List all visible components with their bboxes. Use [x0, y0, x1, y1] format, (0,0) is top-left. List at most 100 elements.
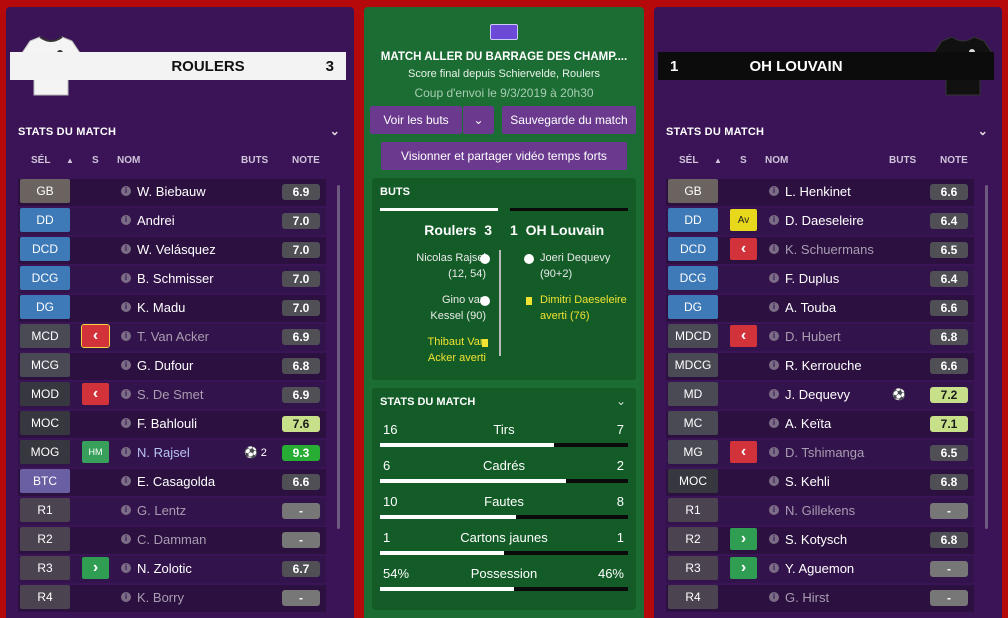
player-row[interactable]: BTC i E. Casagolda 6.6 [18, 468, 334, 497]
info-icon[interactable]: i [769, 244, 779, 254]
info-icon[interactable]: i [121, 447, 131, 457]
player-row[interactable]: MCD ‹ i T. Van Acker 6.9 [18, 323, 334, 352]
info-icon[interactable]: i [121, 476, 131, 486]
col-nom[interactable]: NOM [117, 155, 141, 166]
player-row[interactable]: DD i Andrei 7.0 [18, 207, 334, 236]
sort-asc-icon[interactable]: ▲ [714, 156, 722, 165]
video-highlights-button[interactable]: Visionner et partager vidéo temps forts [381, 142, 627, 170]
player-row[interactable]: MCG i G. Dufour 6.8 [18, 352, 334, 381]
info-icon[interactable]: i [121, 273, 131, 283]
player-name[interactable]: D. Hubert [785, 329, 841, 344]
save-match-button[interactable]: Sauvegarde du match [502, 106, 636, 134]
player-name[interactable]: G. Dufour [137, 358, 194, 373]
player-name[interactable]: N. Gillekens [785, 503, 856, 518]
player-row[interactable]: GB i L. Henkinet 6.6 [666, 178, 982, 207]
chevron-down-icon[interactable]: ⌄ [329, 124, 340, 138]
player-row[interactable]: R1 i G. Lentz - [18, 497, 334, 526]
player-row[interactable]: R2 › i S. Kotysch 6.8 [666, 526, 982, 555]
player-row[interactable]: MD i J. Dequevy ⚽ 7.2 [666, 381, 982, 410]
player-row[interactable]: R4 i G. Hirst - [666, 584, 982, 613]
info-icon[interactable]: i [121, 302, 131, 312]
info-icon[interactable]: i [121, 331, 131, 341]
player-name[interactable]: K. Madu [137, 300, 186, 315]
info-icon[interactable]: i [769, 563, 779, 573]
info-icon[interactable]: i [769, 186, 779, 196]
view-goals-button[interactable]: Voir les buts [370, 106, 462, 134]
info-icon[interactable]: i [121, 360, 131, 370]
player-row[interactable]: DCD i W. Velásquez 7.0 [18, 236, 334, 265]
player-row[interactable]: DG i K. Madu 7.0 [18, 294, 334, 323]
player-name[interactable]: T. Van Acker [137, 329, 210, 344]
player-name[interactable]: F. Duplus [785, 271, 840, 286]
player-name[interactable]: Andrei [137, 213, 175, 228]
col-s[interactable]: S [92, 155, 99, 166]
info-icon[interactable]: i [121, 534, 131, 544]
player-name[interactable]: A. Keïta [785, 416, 832, 431]
sort-asc-icon[interactable]: ▲ [66, 156, 74, 165]
info-icon[interactable]: i [769, 534, 779, 544]
player-name[interactable]: N. Zolotic [137, 561, 192, 576]
player-name[interactable]: D. Daeseleire [785, 213, 864, 228]
player-name[interactable]: W. Biebauw [137, 184, 206, 199]
info-icon[interactable]: i [121, 563, 131, 573]
info-icon[interactable]: i [769, 331, 779, 341]
player-name[interactable]: W. Velásquez [137, 242, 216, 257]
player-row[interactable]: MDCD ‹ i D. Hubert 6.8 [666, 323, 982, 352]
player-row[interactable]: MOD ‹ i S. De Smet 6.9 [18, 381, 334, 410]
player-name[interactable]: N. Rajsel [137, 445, 190, 460]
info-icon[interactable]: i [769, 273, 779, 283]
player-row[interactable]: DG i A. Touba 6.6 [666, 294, 982, 323]
player-row[interactable]: GB i W. Biebauw 6.9 [18, 178, 334, 207]
player-row[interactable]: MOG HM i N. Rajsel ⚽ 2 9.3 [18, 439, 334, 468]
info-icon[interactable]: i [769, 389, 779, 399]
home-stats-section-header[interactable]: STATS DU MATCH ⌄ [18, 124, 342, 138]
col-nom[interactable]: NOM [765, 155, 789, 166]
player-name[interactable]: G. Hirst [785, 590, 830, 605]
info-icon[interactable]: i [121, 244, 131, 254]
info-icon[interactable]: i [769, 302, 779, 312]
player-name[interactable]: B. Schmisser [137, 271, 214, 286]
info-icon[interactable]: i [769, 360, 779, 370]
player-row[interactable]: MOC i S. Kehli 6.8 [666, 468, 982, 497]
away-scrollbar[interactable] [985, 185, 988, 529]
player-name[interactable]: A. Touba [785, 300, 837, 315]
player-name[interactable]: K. Schuermans [785, 242, 874, 257]
info-icon[interactable]: i [121, 505, 131, 515]
player-row[interactable]: DCG i F. Duplus 6.4 [666, 265, 982, 294]
chevron-down-icon[interactable]: ⌄ [615, 394, 626, 408]
player-row[interactable]: MC i A. Keïta 7.1 [666, 410, 982, 439]
player-row[interactable]: MOC i F. Bahlouli 7.6 [18, 410, 334, 439]
chevron-down-icon[interactable]: ⌄ [977, 124, 988, 138]
player-name[interactable]: J. Dequevy [785, 387, 851, 402]
info-icon[interactable]: i [121, 215, 131, 225]
col-s[interactable]: S [740, 155, 747, 166]
player-name[interactable]: D. Tshimanga [785, 445, 865, 460]
player-row[interactable]: DD Av i D. Daeseleire 6.4 [666, 207, 982, 236]
player-name[interactable]: C. Damman [137, 532, 207, 547]
player-name[interactable]: R. Kerrouche [785, 358, 862, 373]
player-row[interactable]: MG ‹ i D. Tshimanga 6.5 [666, 439, 982, 468]
player-name[interactable]: Y. Aguemon [785, 561, 855, 576]
info-icon[interactable]: i [121, 186, 131, 196]
player-name[interactable]: K. Borry [137, 590, 184, 605]
info-icon[interactable]: i [769, 476, 779, 486]
col-note[interactable]: NOTE [292, 155, 320, 166]
home-scrollbar[interactable] [337, 185, 340, 529]
player-row[interactable]: R3 › i N. Zolotic 6.7 [18, 555, 334, 584]
player-name[interactable]: F. Bahlouli [137, 416, 197, 431]
info-icon[interactable]: i [769, 215, 779, 225]
col-sel[interactable]: SÉL [31, 155, 51, 166]
info-icon[interactable]: i [121, 418, 131, 428]
player-row[interactable]: R3 › i Y. Aguemon - [666, 555, 982, 584]
info-icon[interactable]: i [769, 592, 779, 602]
player-name[interactable]: S. Kehli [785, 474, 830, 489]
info-icon[interactable]: i [769, 447, 779, 457]
view-goals-dropdown[interactable]: ⌄ [463, 106, 494, 134]
col-buts[interactable]: BUTS [241, 155, 269, 166]
col-sel[interactable]: SÉL [679, 155, 699, 166]
info-icon[interactable]: i [121, 389, 131, 399]
player-row[interactable]: DCG i B. Schmisser 7.0 [18, 265, 334, 294]
player-row[interactable]: R2 i C. Damman - [18, 526, 334, 555]
info-icon[interactable]: i [769, 418, 779, 428]
player-row[interactable]: DCD ‹ i K. Schuermans 6.5 [666, 236, 982, 265]
